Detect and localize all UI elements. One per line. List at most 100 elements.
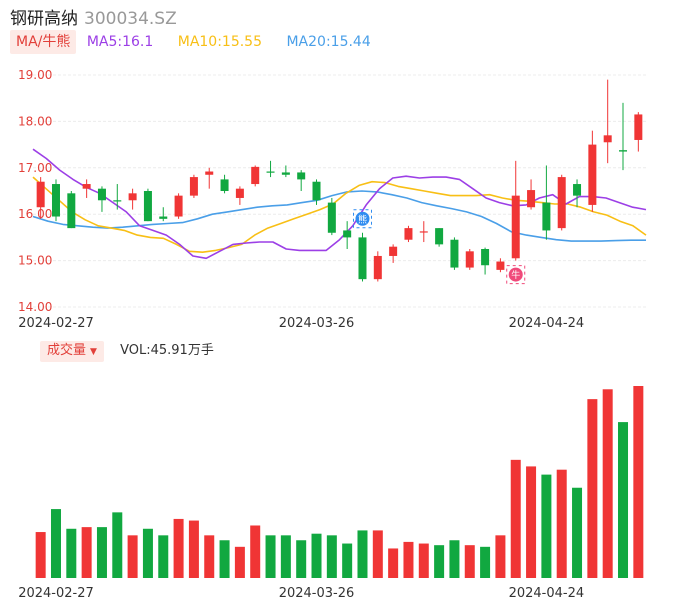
candle-body [159,216,168,219]
candle-body [450,239,459,268]
signal-dot [508,267,523,282]
candle [220,174,229,194]
ma5-value: MA5:16.1 [86,34,154,50]
signal-markers: 熊牛 [352,209,526,285]
candle-body [573,184,582,196]
x-tick-label: 2024-03-26 [279,586,355,601]
y-tick-label: 17.00 [18,161,52,175]
candle [588,130,597,212]
candle [634,112,643,152]
candle-body [82,184,91,189]
signal-frame [506,265,526,285]
volume-bar [357,530,368,578]
candle [82,179,91,198]
stock-code: 300034.SZ [84,9,177,29]
candle [128,188,137,210]
candle [465,249,474,270]
volume-bar [265,535,276,578]
candle-body [297,172,306,180]
volume-bar [66,528,77,578]
volume-bar [480,546,491,578]
candle [603,79,612,164]
volume-bar [173,518,184,578]
candle-body [343,230,352,238]
candle-body [389,246,398,256]
candle-body [312,181,321,201]
volume-bar [434,545,445,578]
volume-indicator-selector[interactable]: 成交量 ▼ [40,341,104,362]
volume-bar [633,386,644,578]
candle-body [281,172,290,175]
volume-bar [449,540,460,578]
candle-body [235,188,244,198]
x-tick-label: 2024-04-24 [509,586,585,601]
y-tick-label: 16.00 [18,207,52,221]
candle-body [619,150,628,152]
x-tick-label: 2024-02-27 [18,316,94,331]
volume-bar [96,527,107,578]
signal-label: 熊 [358,213,367,225]
volume-bar [158,535,169,578]
candle [496,258,505,273]
candle [159,207,168,222]
candle [327,197,336,236]
volume-indicator-label: 成交量 [47,343,87,358]
candle-body [465,251,474,268]
candle [450,237,459,270]
candle [113,184,122,210]
y-tick-label: 19.00 [18,68,52,82]
price-date-labels: 2024-02-27 2024-03-26 2024-04-24 [18,316,584,331]
candle-body [634,114,643,140]
volume-bar [326,535,337,578]
ma-legend: MA/牛熊 MA5:16.1 MA10:15.55 MA20:15.44 [10,30,391,54]
candle-body [419,231,428,233]
volume-bar [234,546,245,578]
candle-body [327,202,336,233]
candle-body [205,171,214,175]
volume-bar [81,527,92,578]
candle-body [220,179,229,191]
candle-body [496,261,505,270]
volume-bar [296,540,307,578]
volume-bar [188,520,199,578]
candle [511,160,520,261]
ma20-line [32,190,646,242]
candle-body [143,191,152,222]
volume-date-labels: 2024-02-27 2024-03-26 2024-04-24 [18,586,584,601]
candle [389,244,398,263]
candle [435,228,444,247]
ma5-series [32,148,647,260]
volume-bar [112,512,123,578]
candle-body [404,228,413,240]
ma20-value: MA20:15.44 [286,34,371,50]
volume-bar [250,525,261,578]
volume-bar [280,535,291,578]
stock-title: 钢研高纳 300034.SZ [10,4,177,29]
candle-body [128,193,137,201]
volume-legend: 成交量 ▼ VOL:45.91万手 [40,341,214,362]
volume-bar [541,474,552,578]
candle [419,221,428,243]
candle-body [527,190,536,208]
volume-bar [587,399,598,578]
volume-bar [495,535,506,578]
price-grid [33,74,646,308]
volume-bar [342,543,353,578]
candle [205,167,214,189]
candle [36,177,45,219]
ma-indicator-selector[interactable]: MA/牛熊 [10,30,77,54]
bear-signal-icon: 熊 [352,209,372,229]
volume-bar [127,535,138,578]
candle [143,188,152,222]
candle-body [113,200,122,202]
volume-bar [510,459,521,578]
candle-body [189,177,198,196]
x-tick-label: 2024-03-26 [279,316,355,331]
candle [557,174,566,231]
volume-bar [204,535,215,578]
candle-body [373,255,382,280]
volume-bar [311,533,322,578]
candle-body [67,193,76,229]
candle [481,247,490,275]
